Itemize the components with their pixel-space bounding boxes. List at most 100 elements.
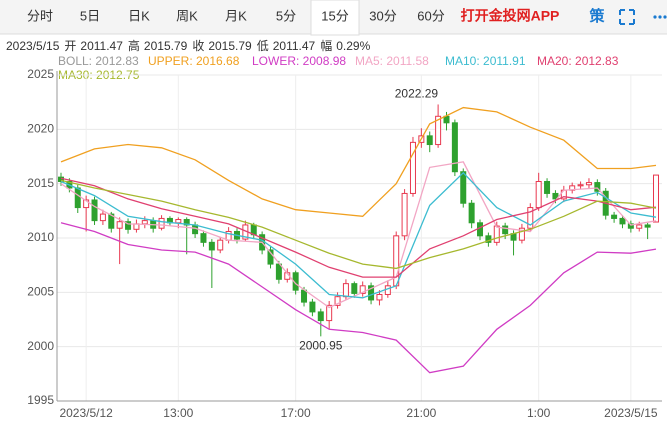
- x-tick-label: 2023/5/12: [59, 406, 113, 420]
- candle-body: [317, 311, 324, 322]
- candle-body: [460, 171, 467, 204]
- y-tick-label: 2025: [27, 67, 54, 81]
- candle-body: [141, 220, 148, 225]
- candle-body: [544, 180, 551, 194]
- quote-value: 2015.79: [208, 39, 252, 53]
- candle-body: [636, 224, 643, 229]
- indicator-line: [60, 106, 657, 217]
- legend-entry: MA5: 2011.58: [355, 54, 429, 68]
- candle-body: [468, 202, 475, 224]
- tab[interactable]: 5分: [276, 8, 296, 23]
- y-tick-label: 1995: [27, 393, 54, 407]
- tab[interactable]: 15分: [321, 8, 348, 23]
- y-tick-label: 2020: [27, 122, 54, 136]
- tab[interactable]: 周K: [176, 8, 198, 23]
- legend-entry: UPPER: 2016.68: [148, 54, 240, 68]
- candle-body: [426, 135, 433, 146]
- fullscreen-icon[interactable]: [619, 9, 635, 25]
- candle-body: [74, 187, 81, 209]
- indicator-line: [60, 171, 657, 299]
- candle-body: [267, 249, 274, 265]
- y-tick-label: 2010: [27, 230, 54, 244]
- quote-label: 幅: [320, 38, 332, 53]
- candle-body: [91, 199, 98, 222]
- candle-body: [116, 221, 123, 229]
- indicator-line: [60, 177, 657, 278]
- candle-body: [644, 224, 651, 228]
- candle-body: [485, 235, 492, 243]
- y-tick-label: 2005: [27, 285, 54, 299]
- candle-body: [208, 241, 215, 251]
- indicator-line: [60, 179, 657, 270]
- candle-body: [611, 214, 618, 219]
- legend-entry: BOLL: 2012.83: [58, 54, 139, 68]
- candle-body: [359, 285, 366, 294]
- active-tab: [310, 0, 360, 36]
- candle-body: [368, 285, 375, 301]
- x-tick-label: 13:00: [163, 406, 193, 420]
- quote-date: 2023/5/15: [6, 39, 60, 53]
- candle-body: [108, 213, 115, 229]
- candle-body: [552, 192, 559, 200]
- candle-body: [384, 285, 391, 296]
- y-tick-label: 2015: [27, 176, 54, 190]
- more-icon[interactable]: [653, 15, 667, 19]
- candle-body: [83, 199, 90, 209]
- candle-body: [175, 219, 182, 224]
- tab[interactable]: 60分: [417, 8, 444, 23]
- quote-value: 2011.47: [80, 39, 123, 53]
- app-link[interactable]: 打开金投网APP: [461, 8, 560, 24]
- quote-label: 低: [257, 39, 269, 53]
- x-tick-label: 2023/5/15: [604, 406, 658, 420]
- max-annotation: 2022.29: [395, 87, 439, 101]
- candle-body: [451, 122, 458, 173]
- indicator-line: [60, 222, 657, 374]
- candle-body: [376, 294, 383, 301]
- candle-body: [477, 222, 484, 237]
- candle-body: [301, 289, 308, 303]
- quote-label: 高: [128, 38, 140, 53]
- tab[interactable]: 30分: [369, 8, 396, 23]
- quote-label: 收: [192, 39, 204, 53]
- candle-body: [351, 283, 358, 294]
- quote-value: 2015.79: [144, 39, 188, 53]
- candle-body: [594, 182, 601, 192]
- legend-entry: MA20: 2012.83: [537, 54, 619, 68]
- candle-body: [585, 182, 592, 186]
- candle-body: [309, 301, 316, 313]
- candle-body: [627, 223, 634, 229]
- candle-body: [518, 227, 525, 241]
- candle-body: [502, 225, 509, 235]
- candle-body: [435, 115, 442, 146]
- candle-body: [409, 141, 416, 194]
- quote-value: 0.29%: [336, 39, 370, 53]
- quote-line: 2023/5/15 开 2011.47 高 2015.79 收 2015.79 低 2011.4…: [6, 38, 371, 53]
- candle-body: [125, 221, 132, 230]
- candle-body: [200, 233, 207, 243]
- candle-body: [527, 207, 534, 229]
- tab[interactable]: 分时: [27, 8, 53, 23]
- candle-body: [493, 225, 500, 243]
- candle-body: [158, 217, 165, 229]
- tab[interactable]: 月K: [225, 8, 247, 23]
- candle-body: [577, 184, 584, 187]
- indicator-line: [60, 161, 657, 309]
- candle-body: [653, 174, 659, 223]
- legend-entry: LOWER: 2008.98: [252, 54, 346, 68]
- quote-value: 2011.47: [273, 39, 316, 53]
- tab[interactable]: 日K: [128, 8, 150, 23]
- candle-body: [619, 217, 626, 225]
- candle-body: [535, 180, 542, 209]
- candle-body: [217, 239, 224, 251]
- candle-body: [334, 296, 341, 306]
- candle-body: [275, 263, 282, 280]
- candle-body: [183, 219, 190, 226]
- x-tick-label: 1:00: [527, 406, 551, 420]
- tab[interactable]: 5日: [80, 8, 100, 23]
- candle-body: [342, 283, 349, 298]
- strategy-button[interactable]: 策: [588, 7, 605, 25]
- x-tick-label: 21:00: [406, 406, 436, 420]
- min-annotation: 2000.95: [299, 339, 343, 353]
- candle-body: [99, 213, 106, 222]
